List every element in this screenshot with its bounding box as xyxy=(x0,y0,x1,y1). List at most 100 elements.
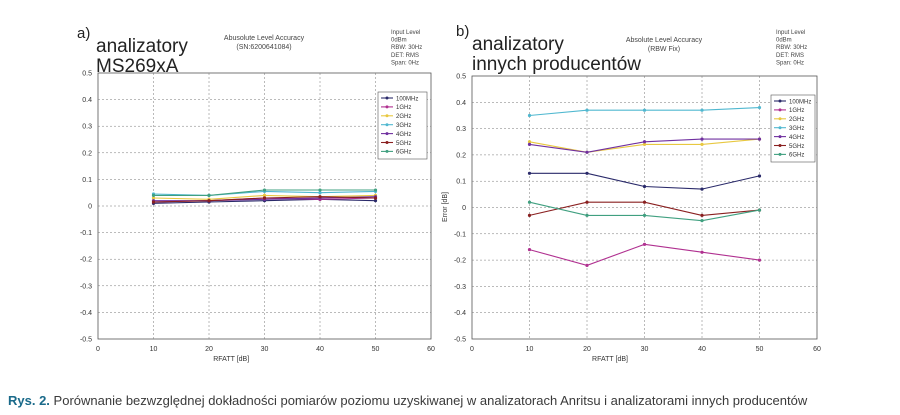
y-tick-label: -0.5 xyxy=(454,337,466,344)
data-point xyxy=(585,171,589,175)
measurement-info-line: Input Level xyxy=(776,30,805,36)
legend-swatch-marker xyxy=(778,135,782,139)
data-point xyxy=(757,208,762,212)
legend-swatch-marker xyxy=(385,123,389,127)
legend-entry: 100MHz xyxy=(789,99,811,105)
legend-entry: 4GHz xyxy=(396,132,411,138)
legend-box xyxy=(770,94,816,163)
legend-entry: 1GHz xyxy=(396,105,411,111)
legend-entry: 2GHz xyxy=(789,117,804,123)
data-point xyxy=(642,213,647,217)
measurement-info-line: 0dBm xyxy=(391,38,407,44)
legend-swatch-marker xyxy=(385,132,389,136)
x-tick-label: 20 xyxy=(583,346,591,353)
data-point xyxy=(757,258,762,262)
y-tick-label: -0.3 xyxy=(454,284,466,291)
y-tick-label: 0.2 xyxy=(82,150,92,157)
data-point xyxy=(642,200,647,204)
data-point xyxy=(373,199,378,203)
y-tick-label: -0.5 xyxy=(80,337,92,344)
chart-title: Abusolute Level Accuracy xyxy=(224,35,305,42)
y-tick-label: -0.1 xyxy=(454,231,466,238)
data-point xyxy=(700,213,704,217)
data-point xyxy=(151,196,156,200)
y-tick-label: 0.5 xyxy=(82,71,92,78)
data-point xyxy=(585,213,589,217)
panel-label-line: MS269xA xyxy=(96,56,179,77)
y-tick-label: 0.1 xyxy=(82,177,92,184)
data-point xyxy=(207,199,211,203)
figure-caption: Rys. 2. Porównanie bezwzględnej dokładno… xyxy=(8,393,896,408)
legend-entry: 6GHz xyxy=(396,150,411,156)
legend-swatch-marker xyxy=(778,117,782,121)
panel-label-line: analizatory xyxy=(96,36,188,57)
chart-title: Absolute Level Accuracy xyxy=(626,37,703,44)
legend-swatch-marker xyxy=(385,105,389,109)
panel-label-line: analizatory xyxy=(472,34,564,55)
y-tick-label: 0.4 xyxy=(456,100,466,107)
caption-label: Rys. 2. xyxy=(8,393,50,408)
data-point xyxy=(527,200,532,204)
legend-swatch-marker xyxy=(778,108,782,112)
data-point xyxy=(757,105,762,110)
data-point xyxy=(207,193,211,197)
y-tick-label: 0.3 xyxy=(82,124,92,131)
legend-entry: 5GHz xyxy=(396,141,411,147)
x-tick-label: 40 xyxy=(316,346,324,353)
y-tick-label: 0.4 xyxy=(82,97,92,104)
data-point xyxy=(151,193,156,197)
data-point xyxy=(757,137,762,141)
legend-swatch-marker xyxy=(778,152,782,156)
x-tick-label: 60 xyxy=(813,346,821,353)
data-point xyxy=(700,250,704,254)
measurement-info-line: Span: 0Hz xyxy=(391,60,419,66)
y-tick-label: 0.2 xyxy=(456,152,466,159)
legend-entry: 4GHz xyxy=(789,135,804,141)
x-tick-label: 20 xyxy=(205,346,213,353)
legend-entry: 1GHz xyxy=(789,108,804,114)
panel-label-line: innych producentów xyxy=(472,54,641,75)
data-point xyxy=(527,140,532,144)
data-point xyxy=(757,174,762,178)
legend: 100MHz 1GHz 2GHz 3GHz 4GHz 5GHz 6GHz xyxy=(377,91,428,160)
chart-subtitle: (RBW Fix) xyxy=(648,46,680,53)
legend-swatch-marker xyxy=(778,144,782,147)
data-point xyxy=(373,196,378,200)
x-tick-label: 40 xyxy=(698,346,706,353)
data-point xyxy=(527,213,532,217)
data-point xyxy=(527,171,532,175)
data-point xyxy=(642,140,647,144)
y-tick-label: -0.2 xyxy=(454,258,466,265)
y-tick-label: -0.3 xyxy=(80,283,92,290)
x-tick-label: 50 xyxy=(372,346,380,353)
data-point xyxy=(527,247,532,252)
legend-swatch-marker xyxy=(385,114,389,118)
data-point xyxy=(642,242,647,246)
data-point xyxy=(151,200,156,204)
x-axis-label: RFATT [dB] xyxy=(592,356,628,363)
y-tick-label: -0.2 xyxy=(80,257,92,264)
data-point xyxy=(527,113,532,118)
measurement-info-line: DET: RMS xyxy=(391,53,419,59)
data-point xyxy=(585,150,589,154)
data-point xyxy=(642,142,647,146)
chart-subtitle: (SN:6200641084) xyxy=(236,44,291,51)
y-tick-label: -0.4 xyxy=(80,310,92,317)
measurement-info-line: RBW: 30Hz xyxy=(391,45,422,51)
data-point xyxy=(262,196,267,200)
measurement-info-line: Input Level xyxy=(391,30,420,36)
measurement-info-line: RBW: 30Hz xyxy=(776,45,807,51)
caption-text: Porównanie bezwzględnej dokładności pomi… xyxy=(53,393,808,408)
x-tick-label: 30 xyxy=(261,346,269,353)
data-point xyxy=(318,188,322,192)
legend-swatch-marker xyxy=(778,99,782,103)
y-tick-label: -0.4 xyxy=(454,310,466,317)
data-point xyxy=(585,108,589,112)
data-point xyxy=(642,108,647,112)
x-tick-label: 10 xyxy=(526,346,534,353)
y-tick-label: 0.1 xyxy=(456,179,466,186)
panel-letter: a) xyxy=(77,25,90,42)
data-point xyxy=(527,142,532,146)
